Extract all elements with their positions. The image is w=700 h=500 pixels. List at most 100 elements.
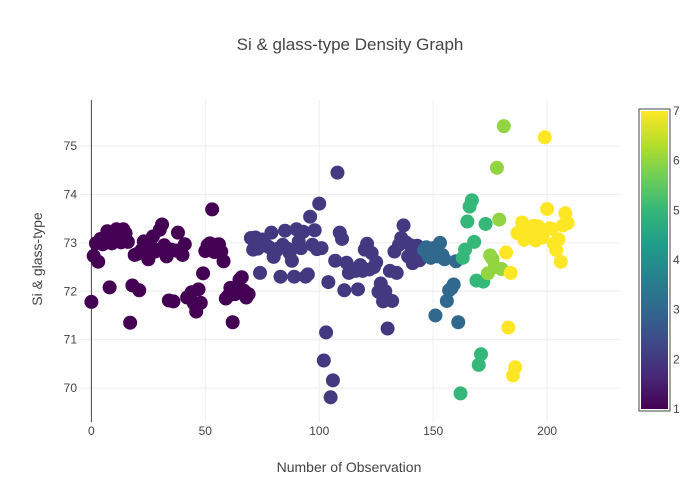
y-tick-label: 74 xyxy=(64,187,78,201)
data-point xyxy=(496,119,511,134)
data-point xyxy=(196,266,211,281)
colorbar: 1 2 3 4 5 6 7 xyxy=(638,104,680,416)
colorbar-frame xyxy=(638,108,671,412)
colorbar-ticks: 1 2 3 4 5 6 7 xyxy=(673,104,680,416)
data-point xyxy=(284,253,299,268)
data-point xyxy=(316,353,331,368)
data-point xyxy=(191,282,206,297)
data-point xyxy=(155,217,170,232)
data-point xyxy=(241,287,256,302)
y-axis-title: Si & glass-type xyxy=(29,212,45,306)
y-tick-label: 71 xyxy=(64,333,78,347)
x-axis-title: Number of Observation xyxy=(277,459,422,475)
data-point xyxy=(560,215,575,230)
y-tick-label: 75 xyxy=(64,139,78,153)
data-point xyxy=(508,360,523,375)
data-point xyxy=(378,284,393,299)
data-point xyxy=(385,293,400,308)
y-axis-ticks: 70 71 72 73 74 75 xyxy=(64,139,78,395)
data-point xyxy=(499,245,514,260)
data-point xyxy=(335,231,350,246)
data-point xyxy=(478,216,493,231)
data-point xyxy=(84,294,99,309)
data-point xyxy=(380,321,395,336)
data-point xyxy=(551,232,566,247)
data-point xyxy=(501,320,516,335)
data-point xyxy=(91,254,106,269)
data-point xyxy=(294,241,309,256)
data-point xyxy=(205,202,220,217)
x-tick-label: 50 xyxy=(199,424,213,438)
data-point xyxy=(369,255,384,270)
colorbar-gradient xyxy=(641,111,668,409)
chart-title: Si & glass-type Density Graph xyxy=(237,35,464,54)
data-point xyxy=(503,265,518,280)
data-point xyxy=(102,280,117,295)
y-tick-label: 70 xyxy=(64,381,78,395)
data-point xyxy=(319,325,334,340)
data-point xyxy=(337,283,352,298)
data-point xyxy=(453,386,468,401)
data-point xyxy=(330,165,345,180)
data-point xyxy=(300,267,315,282)
data-point xyxy=(287,269,302,284)
data-point xyxy=(314,241,329,256)
colorbar-tick-label: 6 xyxy=(673,154,680,168)
x-tick-label: 200 xyxy=(537,424,557,438)
data-points xyxy=(84,119,575,405)
data-point xyxy=(464,193,479,208)
data-point xyxy=(396,218,411,233)
data-point xyxy=(273,269,288,284)
data-point xyxy=(296,224,311,239)
data-point xyxy=(437,252,452,267)
data-point xyxy=(120,234,135,249)
data-point xyxy=(303,209,318,224)
data-point xyxy=(549,243,564,258)
data-point xyxy=(350,282,365,297)
x-axis-ticks: 0 50 100 150 200 xyxy=(88,424,557,438)
data-point xyxy=(433,235,447,250)
data-point xyxy=(166,294,181,309)
data-point xyxy=(278,223,293,238)
x-tick-label: 100 xyxy=(309,424,329,438)
data-point xyxy=(193,295,208,310)
data-point xyxy=(175,247,190,262)
data-point xyxy=(553,254,568,269)
colorbar-tick-label: 2 xyxy=(673,352,680,366)
x-tick-label: 0 xyxy=(88,424,95,438)
x-tick-label: 150 xyxy=(423,424,443,438)
data-point xyxy=(446,277,461,292)
data-point xyxy=(467,234,482,249)
colorbar-tick-label: 5 xyxy=(673,203,680,217)
colorbar-tick-label: 4 xyxy=(673,253,680,267)
data-point xyxy=(312,196,327,211)
data-point xyxy=(328,253,343,268)
data-point xyxy=(307,223,322,238)
data-point xyxy=(170,225,185,240)
data-point xyxy=(264,225,279,240)
data-point xyxy=(253,265,267,280)
y-tick-label: 73 xyxy=(64,236,78,250)
data-point xyxy=(492,212,507,227)
data-point xyxy=(123,315,138,330)
data-point xyxy=(537,130,552,145)
data-point xyxy=(234,270,249,285)
colorbar-tick-label: 3 xyxy=(673,303,680,317)
data-point xyxy=(132,283,147,298)
data-point xyxy=(323,390,338,405)
data-point xyxy=(225,315,240,330)
colorbar-tick-label: 7 xyxy=(673,104,680,118)
data-point xyxy=(544,221,559,236)
data-point xyxy=(460,214,475,229)
data-point xyxy=(474,347,489,362)
data-point xyxy=(540,201,555,216)
data-point xyxy=(321,275,336,290)
grid-lines xyxy=(80,100,620,422)
data-point xyxy=(325,373,340,388)
data-point xyxy=(489,160,504,175)
data-point xyxy=(216,254,231,269)
data-point xyxy=(428,308,443,323)
y-tick-label: 72 xyxy=(64,284,78,298)
data-point xyxy=(458,242,473,257)
